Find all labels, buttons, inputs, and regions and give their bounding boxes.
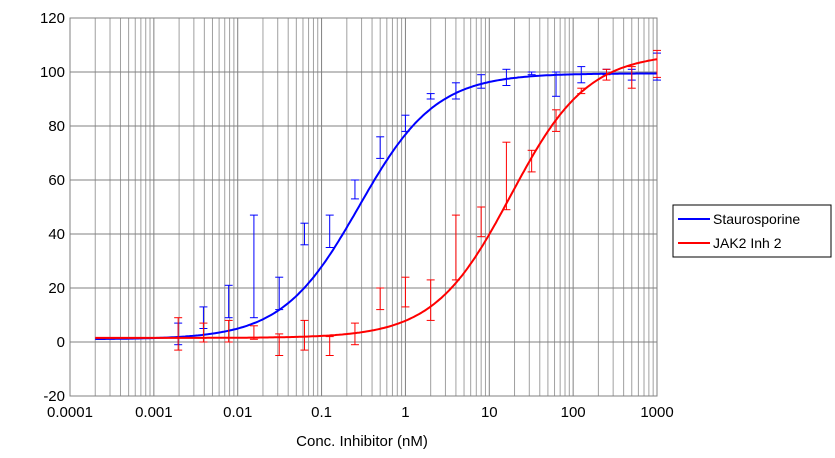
error-bar [552, 71, 561, 97]
x-tick-label: 1 [401, 404, 409, 421]
y-tick-label: 0 [57, 334, 65, 351]
error-bar [451, 214, 460, 281]
error-bar [350, 179, 359, 200]
error-bar [300, 222, 309, 246]
error-bar [502, 68, 511, 86]
error-bar [451, 82, 460, 100]
x-tick-label: 0.0001 [47, 404, 93, 421]
x-tick-label: 0.001 [135, 404, 173, 421]
error-bar [275, 276, 284, 311]
legend-label-jak2-inh-2: JAK2 Inh 2 [713, 235, 782, 251]
fit-curve [95, 58, 658, 339]
error-bar [174, 317, 183, 351]
error-bar [376, 136, 385, 159]
x-tick-label: 10 [481, 404, 498, 421]
error-bar [527, 71, 536, 76]
error-bar [325, 214, 334, 248]
error-bar [199, 322, 208, 343]
y-axis-tick-labels: -20 0 20 40 60 80 100 120 [40, 10, 65, 405]
error-bar [300, 319, 309, 351]
y-tick-label: 20 [48, 280, 65, 297]
series-staurosporine [95, 52, 661, 346]
error-bar [249, 214, 258, 319]
y-tick-label: 60 [48, 172, 65, 189]
legend: Staurosporine JAK2 Inh 2 [672, 204, 832, 258]
x-tick-label: 100 [561, 404, 586, 421]
y-tick-label: -20 [43, 388, 65, 405]
series-jak2-inh-2 [95, 49, 661, 356]
fit-curve [95, 72, 657, 340]
legend-label-staurosporine: Staurosporine [713, 211, 800, 227]
x-tick-label: 0.1 [311, 404, 332, 421]
error-bar [426, 93, 435, 100]
error-bar [477, 74, 486, 89]
error-bar [401, 114, 410, 132]
error-bar [401, 276, 410, 308]
x-axis-tick-labels: 0.0001 0.001 0.01 0.1 1 10 100 1000 [47, 404, 674, 421]
y-tick-label: 100 [40, 64, 65, 81]
y-tick-label: 80 [48, 118, 65, 135]
error-bar [325, 336, 334, 356]
x-axis-title: Conc. Inhibitor (nM) [296, 433, 428, 450]
legend-box [672, 204, 832, 258]
error-bar [426, 279, 435, 321]
error-bar [477, 206, 486, 238]
x-tick-label: 1000 [640, 404, 673, 421]
y-tick-label: 40 [48, 226, 65, 243]
minor-gridlines [94, 18, 654, 396]
error-bar [653, 49, 661, 78]
plot-area-frame [69, 17, 658, 397]
x-tick-label: 0.01 [223, 404, 252, 421]
error-bar [527, 149, 536, 173]
error-bar [224, 284, 233, 319]
y-tick-label: 120 [40, 10, 65, 27]
error-bar [376, 287, 385, 311]
error-bar [627, 66, 636, 89]
series-layer [95, 49, 661, 356]
